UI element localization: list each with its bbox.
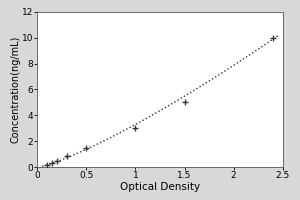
Y-axis label: Concentration(ng/mL): Concentration(ng/mL) xyxy=(10,36,20,143)
X-axis label: Optical Density: Optical Density xyxy=(120,182,200,192)
